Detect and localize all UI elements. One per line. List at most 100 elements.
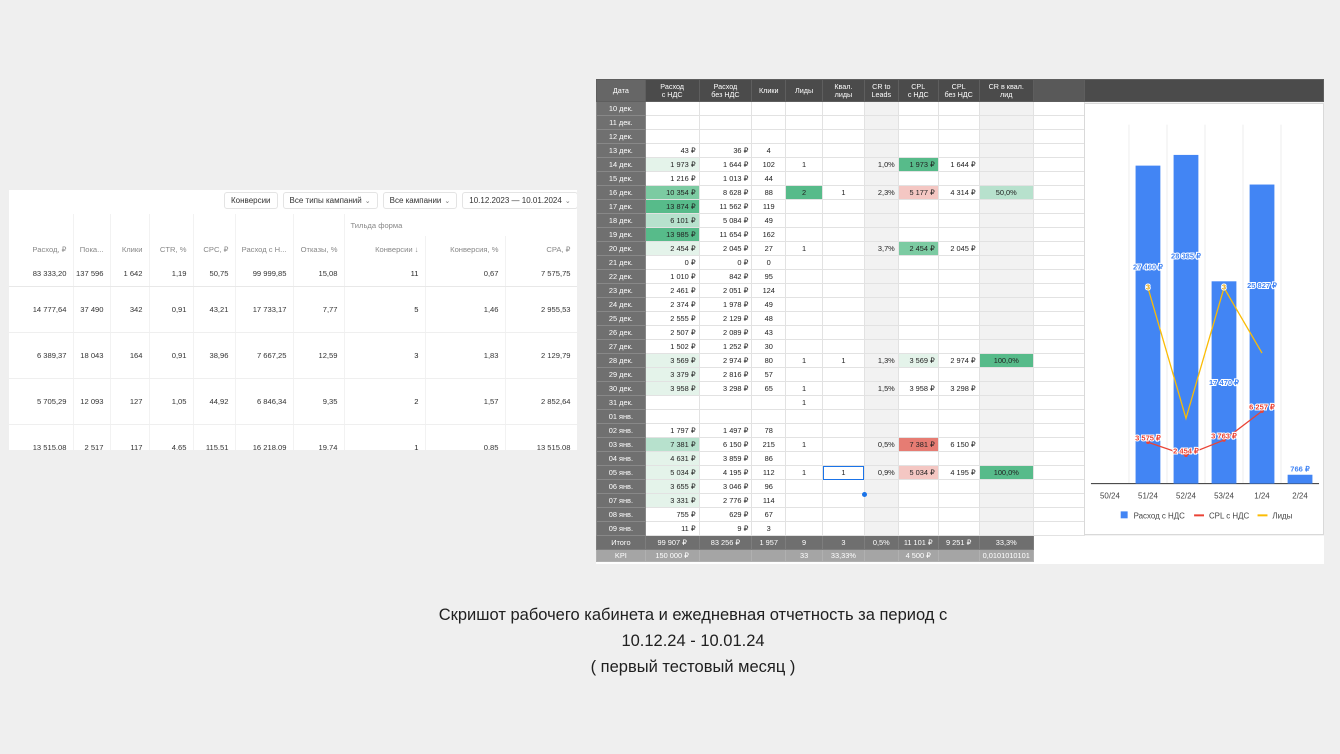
sheet-cell[interactable] [978, 283, 1034, 298]
sheet-column-header[interactable]: CPL без НДС [937, 79, 980, 102]
sheet-cell[interactable] [863, 339, 899, 354]
sheet-cell[interactable]: 1 973 ₽ [644, 157, 700, 172]
sheet-kpi-cell[interactable] [863, 549, 899, 562]
sheet-cell[interactable] [897, 129, 939, 144]
sheet-date-cell[interactable]: 19 дек. [596, 227, 646, 242]
sheet-cell[interactable] [1032, 339, 1086, 354]
sheet-cell[interactable]: 2 045 ₽ [937, 241, 980, 256]
sheet-cell[interactable] [863, 479, 899, 494]
sheet-cell[interactable] [897, 339, 939, 354]
sheet-cell[interactable]: 2 045 ₽ [698, 241, 753, 256]
sheet-cell[interactable] [785, 451, 824, 466]
sheet-cell[interactable]: 49 [751, 297, 787, 312]
sheet-cell[interactable] [897, 269, 939, 284]
sheet-cell[interactable] [822, 283, 865, 298]
sheet-cell[interactable] [978, 157, 1034, 172]
sheet-date-cell[interactable]: 18 дек. [596, 213, 646, 228]
sheet-cell[interactable]: 2 507 ₽ [644, 325, 700, 340]
sheet-cell[interactable] [1032, 227, 1086, 242]
sheet-cell[interactable]: 0 ₽ [644, 255, 700, 270]
sheet-cell[interactable]: 2 974 ₽ [698, 353, 753, 368]
sheet-cell[interactable] [937, 409, 980, 424]
sheet-cell[interactable]: 11 ₽ [644, 521, 700, 536]
sheet-cell[interactable]: 3 958 ₽ [897, 381, 939, 396]
sheet-cell[interactable]: 5 034 ₽ [644, 465, 700, 480]
sheet-cell[interactable] [978, 213, 1034, 228]
sheet-empty-header[interactable] [1032, 79, 1086, 102]
sheet-cell[interactable] [822, 213, 865, 228]
sheet-cell[interactable]: 5 177 ₽ [897, 185, 939, 200]
sheet-cell[interactable] [937, 479, 980, 494]
sheet-kpi-cell[interactable]: 33 [785, 549, 824, 562]
sheet-cell[interactable]: 629 ₽ [698, 507, 753, 522]
sheet-date-cell[interactable]: 25 дек. [596, 311, 646, 326]
sheet-date-cell[interactable]: 09 янв. [596, 521, 646, 536]
sheet-cell[interactable] [1032, 521, 1086, 536]
sheet-cell[interactable] [937, 339, 980, 354]
sheet-cell[interactable] [978, 395, 1034, 410]
sheet-cell[interactable]: 1,0% [863, 157, 899, 172]
sheet-cell[interactable]: 2,3% [863, 185, 899, 200]
sheet-cell[interactable] [978, 115, 1034, 130]
sheet-cell[interactable] [897, 311, 939, 326]
sheet-cell[interactable]: 0 [751, 255, 787, 270]
sheet-cell[interactable] [978, 325, 1034, 340]
sheet-kpi-cell[interactable]: 0,0101010101 [978, 549, 1034, 562]
sheet-total-cell[interactable]: 99 907 ₽ [644, 535, 700, 550]
sheet-cell[interactable] [937, 255, 980, 270]
sheet-cell[interactable] [698, 115, 753, 130]
sheet-cell[interactable] [1032, 129, 1086, 144]
sheet-cell[interactable]: 3 569 ₽ [897, 353, 939, 368]
sheet-cell[interactable]: 7 381 ₽ [644, 437, 700, 452]
sheet-column-header[interactable]: Лиды [785, 79, 824, 102]
sheet-date-cell[interactable]: 31 дек. [596, 395, 646, 410]
sheet-cell[interactable] [785, 129, 824, 144]
sheet-cell[interactable] [785, 213, 824, 228]
sheet-cell[interactable] [863, 143, 899, 158]
sheet-cell[interactable] [863, 409, 899, 424]
sheet-kpi-cell[interactable]: 4 500 ₽ [897, 549, 939, 562]
sheet-cell[interactable]: 6 150 ₽ [937, 437, 980, 452]
selection-handle[interactable] [862, 492, 867, 497]
sheet-cell[interactable] [937, 325, 980, 340]
sheet-cell[interactable] [1032, 437, 1086, 452]
sheet-cell[interactable] [1032, 507, 1086, 522]
sheet-date-cell[interactable]: 14 дек. [596, 157, 646, 172]
sheet-date-cell[interactable]: 04 янв. [596, 451, 646, 466]
sheet-cell[interactable] [978, 437, 1034, 452]
sheet-cell[interactable] [785, 409, 824, 424]
sheet-cell[interactable] [698, 101, 753, 116]
sheet-cell[interactable] [897, 521, 939, 536]
sheet-date-cell[interactable]: 02 янв. [596, 423, 646, 438]
sheet-cell[interactable] [1032, 255, 1086, 270]
sheet-cell[interactable] [785, 101, 824, 116]
sheet-date-cell[interactable]: 26 дек. [596, 325, 646, 340]
sheet-cell[interactable] [978, 339, 1034, 354]
sheet-cell[interactable] [937, 521, 980, 536]
sheet-cell[interactable]: 1,5% [863, 381, 899, 396]
sheet-total-cell[interactable]: 83 256 ₽ [698, 535, 753, 550]
sheet-cell[interactable] [785, 493, 824, 508]
sheet-kpi-cell[interactable]: 150 000 ₽ [644, 549, 700, 562]
sheet-date-cell[interactable]: 08 янв. [596, 507, 646, 522]
sheet-cell[interactable]: 1 644 ₽ [937, 157, 980, 172]
sheet-cell[interactable] [644, 115, 700, 130]
sheet-cell[interactable] [897, 101, 939, 116]
sheet-cell[interactable] [644, 101, 700, 116]
sheet-cell[interactable]: 1 [822, 185, 865, 200]
sheet-cell[interactable]: 2 776 ₽ [698, 493, 753, 508]
sheet-kpi-cell[interactable] [937, 549, 980, 562]
sheet-cell[interactable] [937, 507, 980, 522]
sheet-cell[interactable] [751, 409, 787, 424]
sheet-cell[interactable]: 3 655 ₽ [644, 479, 700, 494]
sheet-date-cell[interactable]: 15 дек. [596, 171, 646, 186]
filter-campaigns[interactable]: Все кампании ⌄ [382, 192, 458, 209]
sheet-cell[interactable]: 13 874 ₽ [644, 199, 700, 214]
sheet-cell[interactable]: 1 797 ₽ [644, 423, 700, 438]
sheet-cell[interactable] [978, 367, 1034, 382]
sheet-date-cell[interactable]: 06 янв. [596, 479, 646, 494]
sheet-cell[interactable] [897, 297, 939, 312]
sheet-date-cell[interactable]: 12 дек. [596, 129, 646, 144]
sheet-cell[interactable] [978, 493, 1034, 508]
sheet-total-cell[interactable]: 11 101 ₽ [897, 535, 939, 550]
